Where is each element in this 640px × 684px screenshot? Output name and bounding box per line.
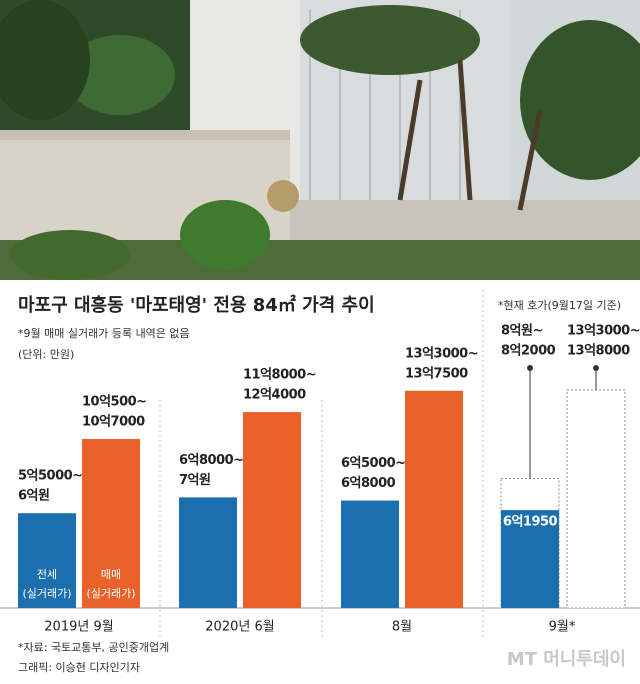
value-label: 6억1950 <box>503 515 558 530</box>
unit: (단위: 만원) <box>18 348 74 361</box>
bar <box>405 390 463 608</box>
x-tick-label: 2019년 9월 <box>44 620 113 635</box>
value-label: 6억5000~ <box>341 456 406 471</box>
value-label: 7억원 <box>179 473 210 488</box>
x-tick-label: 9월* <box>549 620 576 635</box>
value-label: 8억원~ <box>501 324 543 339</box>
value-label: 10억500~ <box>82 394 147 409</box>
value-label: 6억8000~ <box>179 453 244 468</box>
bar <box>82 438 140 608</box>
chart-title: 마포구 대흥동 '마포태영' 전용 84㎡ 가격 추이 <box>18 294 375 316</box>
photo <box>0 0 640 280</box>
separators <box>159 290 484 640</box>
legend-label: (실거래가) <box>86 587 135 600</box>
value-label: 11억8000~ <box>243 368 316 383</box>
credit: 그래픽: 이승현 디자인기자 <box>18 661 140 674</box>
note: *현재 호가(9월17일 기준) <box>498 298 621 312</box>
x-tick-label: 2020년 6월 <box>205 620 274 635</box>
bar <box>18 513 76 608</box>
bar <box>179 497 237 608</box>
value-label: 8억2000 <box>501 344 556 359</box>
legend-label: 전세 <box>37 568 57 581</box>
value-label: 5억5000~ <box>18 469 83 484</box>
legend-label: (실거래가) <box>22 587 71 600</box>
value-label: 13억7500 <box>405 366 468 381</box>
logo: MT 머니투데이 <box>507 649 626 670</box>
asking-bar <box>566 389 626 609</box>
value-label: 6억8000 <box>341 476 396 491</box>
value-label: 6억원 <box>18 489 49 504</box>
value-label: 13억8000 <box>567 344 630 359</box>
bar <box>501 510 559 608</box>
legend-label: 매매 <box>101 568 121 581</box>
value-label: 12억4000 <box>243 388 306 403</box>
x-tick-label: 8월 <box>392 620 412 635</box>
subtitle: *9월 매매 실거래가 등록 내역은 없음 <box>18 327 190 340</box>
bar <box>341 500 399 608</box>
leader-dot <box>593 365 599 371</box>
source: *자료: 국토교통부, 공인중개업계 <box>18 641 169 654</box>
leader-dot <box>527 365 533 371</box>
value-label: 13억3000~ <box>567 324 640 339</box>
bar <box>243 412 301 608</box>
value-label: 13억3000~ <box>405 346 478 361</box>
value-label: 10억7000 <box>82 414 145 429</box>
